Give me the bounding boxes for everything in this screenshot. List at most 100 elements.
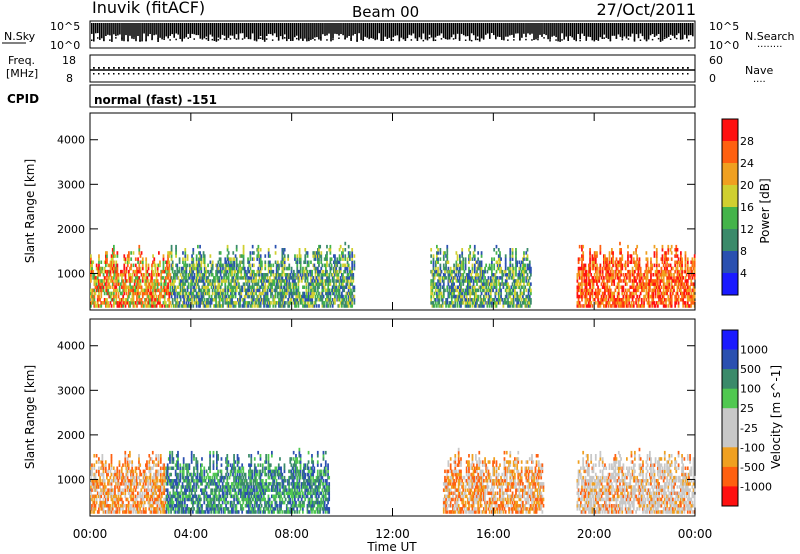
nsearch-dot [223, 38, 226, 40]
heat-cell [123, 254, 126, 258]
heat-cell [339, 285, 342, 290]
nsky-bar [229, 23, 232, 36]
heat-cell [199, 257, 201, 261]
heat-cell [216, 285, 219, 290]
freq-dot [93, 67, 95, 69]
heat-cell [256, 304, 259, 308]
heat-cell [304, 248, 307, 252]
heat-cell [471, 301, 474, 305]
heat-cell [662, 285, 665, 290]
nsearch-dot [259, 37, 262, 39]
heat-cell [462, 276, 465, 280]
heat-cell [505, 301, 508, 305]
nave-dot [587, 73, 589, 75]
heat-cell [582, 251, 585, 255]
heat-cell [469, 285, 472, 290]
heat-cell [681, 294, 683, 299]
heat-cell [241, 285, 244, 290]
heat-cell [645, 282, 648, 286]
heat-cell [124, 260, 127, 265]
heat-cell [326, 294, 328, 299]
heat-cell [128, 301, 130, 305]
heat-cell [137, 260, 139, 265]
heat-cell [472, 282, 475, 286]
heat-cell [125, 285, 128, 290]
heat-cell [615, 266, 618, 271]
heat-cell [98, 260, 100, 265]
heat-cell [218, 282, 221, 286]
heat-cell [693, 288, 696, 293]
heat-cell [468, 304, 470, 308]
nsky-bar [621, 23, 624, 39]
heat-cell [343, 288, 346, 293]
heat-cell [164, 301, 167, 305]
heat-cell [105, 304, 107, 308]
nave-dot [592, 73, 594, 75]
heat-cell [235, 273, 238, 277]
nave-dot [118, 73, 120, 75]
heat-cell [210, 285, 213, 290]
heat-cell [665, 304, 667, 308]
heat-cell [341, 273, 343, 277]
heat-cell [441, 301, 444, 305]
heat-cell [216, 304, 219, 308]
heat-cell [186, 288, 189, 293]
heat-cell [149, 276, 152, 280]
freq-dot [187, 67, 190, 69]
nsearch-dot [567, 37, 569, 39]
heat-cell [272, 269, 275, 274]
freq-dot [482, 67, 485, 69]
heat-cell [195, 260, 198, 265]
heat-cell [504, 273, 507, 277]
heat-cell [628, 298, 631, 302]
heat-cell [611, 260, 613, 265]
heat-cell [118, 301, 121, 305]
heat-cell [668, 285, 671, 290]
heat-cell [328, 288, 331, 293]
nave-dot [537, 73, 539, 75]
heat-cell [295, 294, 298, 299]
heat-cell [683, 269, 686, 274]
heat-cell [339, 244, 342, 249]
heat-cell [289, 298, 292, 302]
heat-cell [248, 263, 251, 268]
heat-cell [243, 301, 246, 305]
heat-cell [122, 301, 125, 305]
heat-cell [107, 304, 110, 308]
heat-cell [105, 285, 107, 290]
heat-cell [600, 276, 603, 280]
heat-cell [519, 291, 522, 296]
nsky-bar [286, 23, 288, 42]
nsearch-dot [434, 39, 437, 41]
freq-dot [582, 67, 584, 69]
heat-cell [517, 285, 520, 290]
nsky-bar [575, 23, 577, 42]
heat-cell [581, 294, 583, 299]
heat-cell [475, 301, 477, 305]
heat-cell [647, 298, 650, 302]
nave-dot [362, 73, 365, 75]
heat-cell [224, 260, 227, 265]
heat-cell [223, 269, 225, 274]
heat-cell [653, 288, 656, 293]
heat-cell [200, 263, 203, 268]
heat-cell [337, 298, 340, 302]
heat-cell [122, 294, 125, 299]
heat-cell [329, 279, 332, 283]
heat-cell [232, 304, 235, 308]
nsky-bar [213, 23, 216, 41]
heat-cell [239, 304, 241, 308]
heat-cell [185, 298, 188, 302]
heat-cell [577, 288, 580, 293]
nsky-bar [472, 23, 475, 36]
heat-cell [661, 269, 664, 274]
heat-cell [660, 266, 663, 271]
heat-cell [450, 276, 453, 280]
heat-cell [98, 266, 100, 271]
heat-cell [218, 294, 221, 299]
heat-cell [670, 251, 673, 255]
nsearch-dot [681, 37, 684, 40]
heat-cell [174, 304, 176, 308]
heat-cell [158, 263, 160, 268]
heat-cell [336, 257, 339, 261]
